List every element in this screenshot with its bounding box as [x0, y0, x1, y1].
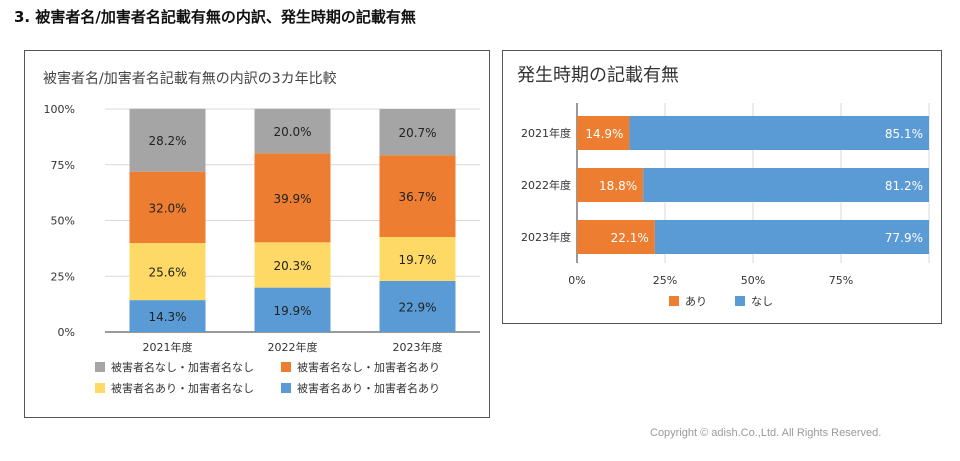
- x-tick-label: 0%: [568, 274, 585, 287]
- data-label: 20.0%: [273, 125, 311, 139]
- bar-segment: [129, 300, 206, 332]
- legend-swatch: [95, 362, 105, 372]
- bar-segment: [577, 220, 655, 254]
- y-tick-label: 25%: [51, 270, 75, 283]
- data-label: 32.0%: [148, 201, 186, 215]
- bar-segment: [129, 171, 206, 244]
- data-label: 18.8%: [599, 179, 637, 193]
- stacked-column-chart: 被害者名/加害者名記載有無の内訳の3カ年比較 0% 25% 50% 75% 100% 14.…: [43, 70, 480, 395]
- y-tick-label: 2023年度: [521, 230, 571, 244]
- data-label: 81.2%: [885, 179, 923, 193]
- data-label: 14.3%: [148, 310, 186, 324]
- bar-segment: [254, 108, 331, 154]
- data-label: 22.9%: [398, 300, 436, 314]
- stacked-column-chart-panel: 被害者名/加害者名記載有無の内訳の3カ年比較 0% 25% 50% 75% 100% 14.…: [24, 50, 490, 418]
- legend-label: 被害者名なし・加害者名なし: [111, 360, 254, 374]
- bar-segment: [129, 243, 206, 301]
- page-heading: 3. 被害者名/加害者名記載有無の内訳、発生時期の記載有無: [14, 8, 416, 26]
- bar-segment: [254, 242, 331, 288]
- x-tick-label: 2022年度: [268, 340, 318, 354]
- copyright-footer: Copyright © adish.Co.,Ltd. All Rights Re…: [650, 427, 882, 439]
- bar-segment: [379, 109, 456, 156]
- bar-segment: [379, 155, 456, 238]
- data-label: 28.2%: [148, 134, 186, 148]
- chart-title: 被害者名/加害者名記載有無の内訳の3カ年比較: [43, 70, 337, 87]
- legend-label: 被害者名あり・加害者名なし: [111, 381, 254, 395]
- bar-segment: [379, 280, 456, 332]
- legend-swatch: [735, 296, 745, 306]
- data-label: 77.9%: [885, 231, 923, 245]
- data-label: 19.7%: [398, 253, 436, 267]
- bar-segment: [254, 287, 331, 332]
- data-label: 19.9%: [273, 304, 311, 318]
- x-tick-label: 75%: [829, 274, 853, 287]
- legend-swatch: [281, 383, 291, 393]
- bar-segment: [577, 116, 630, 150]
- legend-label: 被害者名あり・加害者名あり: [297, 381, 440, 395]
- data-label: 22.1%: [611, 231, 649, 245]
- data-label: 20.7%: [398, 126, 436, 140]
- data-label: 85.1%: [885, 127, 923, 141]
- y-tick-label: 2021年度: [521, 126, 571, 140]
- horizontal-bar-chart-panel: 発生時期の記載有無 0% 25% 50% 75% 2021年度 14.9% 85.1% 2022…: [502, 50, 942, 324]
- bar-segment: [254, 153, 331, 243]
- y-tick-label: 0%: [58, 326, 75, 339]
- data-label: 36.7%: [398, 190, 436, 204]
- bar-segment: [629, 116, 929, 150]
- legend-swatch: [95, 383, 105, 393]
- data-label: 39.9%: [273, 192, 311, 206]
- x-tick-label: 2023年度: [393, 340, 443, 354]
- bar-segment: [129, 108, 206, 172]
- legend-label: なし: [751, 295, 773, 308]
- x-tick-label: 50%: [741, 274, 765, 287]
- x-tick-label: 2021年度: [143, 340, 193, 354]
- data-label: 25.6%: [148, 266, 186, 280]
- bar-segment: [654, 220, 929, 254]
- legend-swatch: [281, 362, 291, 372]
- bar-segment: [379, 237, 456, 281]
- bar-segment: [577, 168, 644, 202]
- data-label: 14.9%: [585, 127, 623, 141]
- bar-segment: [643, 168, 929, 202]
- horizontal-bar-chart: 発生時期の記載有無 0% 25% 50% 75% 2021年度 14.9% 85.1% 2022…: [517, 65, 930, 308]
- legend-label: あり: [685, 295, 707, 308]
- y-tick-label: 2022年度: [521, 178, 571, 192]
- legend-swatch: [669, 296, 679, 306]
- legend-label: 被害者名なし・加害者名あり: [297, 360, 440, 374]
- chart-title: 発生時期の記載有無: [517, 65, 679, 86]
- y-tick-label: 50%: [51, 215, 75, 228]
- y-tick-label: 100%: [44, 103, 75, 116]
- data-label: 20.3%: [273, 259, 311, 273]
- x-tick-label: 25%: [653, 274, 677, 287]
- y-tick-label: 75%: [51, 159, 75, 172]
